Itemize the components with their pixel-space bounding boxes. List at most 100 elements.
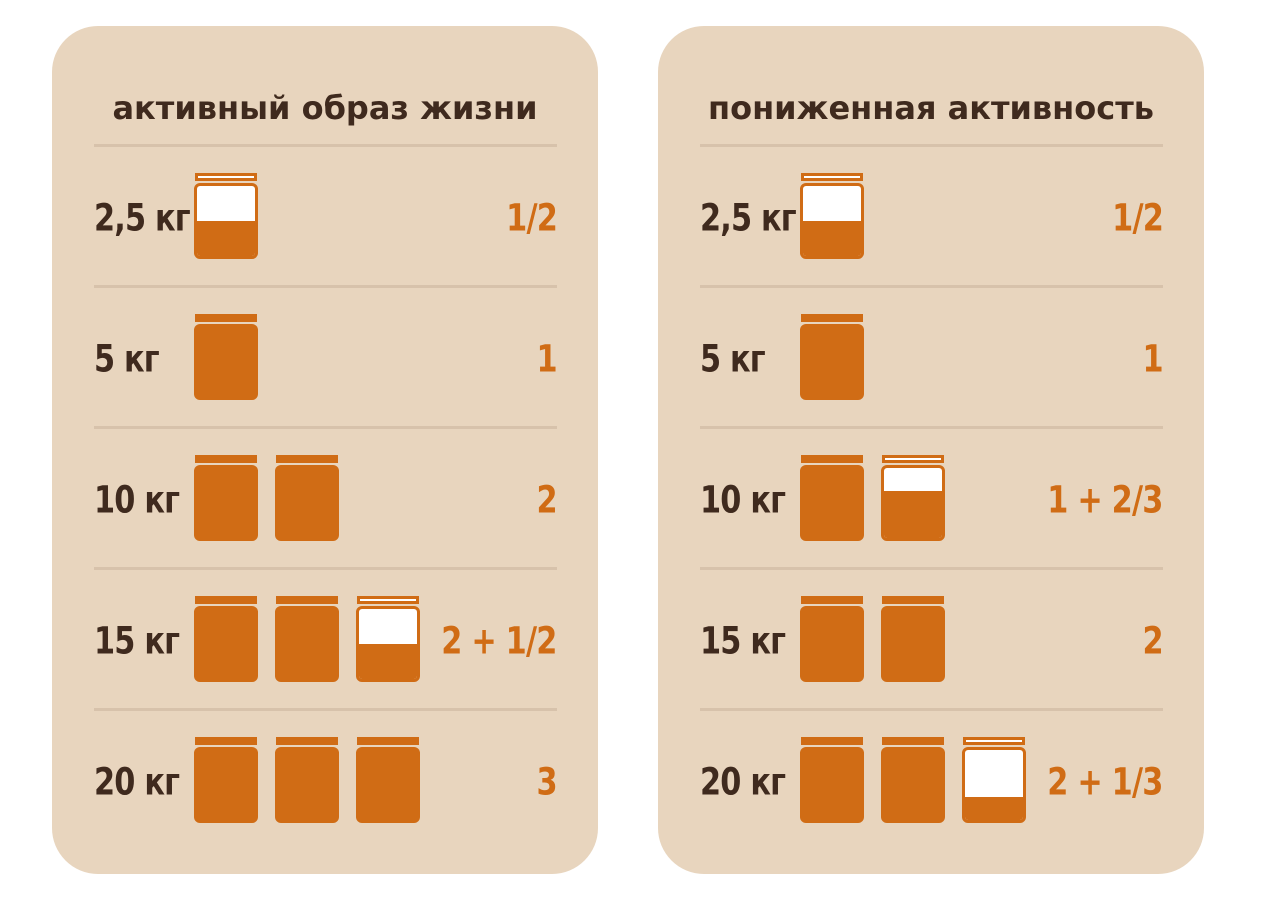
- portion-label: 1 + 2/3: [1047, 478, 1164, 521]
- portion-label: 1: [1142, 337, 1164, 380]
- jar-lid: [195, 314, 257, 322]
- jar-body: [194, 324, 258, 400]
- jar-body: [194, 606, 258, 682]
- card-active-lifestyle: активный образ жизни 2,5 кг 1/2 5 кг 1 10 кг…: [52, 26, 598, 874]
- portion-label: 3: [536, 760, 558, 803]
- weight-label: 20 кг: [94, 760, 180, 803]
- weight-label: 5 кг: [700, 337, 766, 380]
- weight-label: 2,5 кг: [700, 196, 797, 239]
- weight-label: 15 кг: [94, 619, 180, 662]
- row-divider: [700, 285, 1163, 288]
- jar-body: [800, 747, 864, 823]
- weight-label: 15 кг: [700, 619, 786, 662]
- jar-icon: [356, 737, 420, 823]
- jar-icon: [194, 314, 258, 400]
- jar-lid: [276, 455, 338, 463]
- jar-body: [800, 465, 864, 541]
- jar-lid: [195, 455, 257, 463]
- weight-label: 10 кг: [94, 478, 180, 521]
- jar-lid: [276, 737, 338, 745]
- jar-body: [356, 606, 420, 682]
- jar-lid: [801, 173, 863, 181]
- jar-body: [881, 747, 945, 823]
- jar-lid: [801, 314, 863, 322]
- jar-icon: [962, 737, 1026, 823]
- portion-row: 20 кг 2 + 1/3: [700, 711, 1164, 852]
- jar-lid: [801, 455, 863, 463]
- jar-icon: [275, 596, 339, 682]
- jar-icon: [194, 173, 258, 259]
- jar-icon: [800, 596, 864, 682]
- jar-lid: [195, 737, 257, 745]
- jar-icon: [881, 455, 945, 541]
- jar-icon: [800, 314, 864, 400]
- jar-icon: [275, 737, 339, 823]
- weight-label: 20 кг: [700, 760, 786, 803]
- weight-label: 2,5 кг: [94, 196, 191, 239]
- jar-fill: [359, 644, 417, 679]
- jar-fill: [965, 796, 1023, 820]
- jar-lid: [801, 596, 863, 604]
- jar-lid: [357, 737, 419, 745]
- row-divider: [94, 567, 557, 570]
- jar-lid: [801, 737, 863, 745]
- row-divider: [94, 708, 557, 711]
- card-reduced-activity: пониженная активность 2,5 кг 1/2 5 кг 1 10 к…: [658, 26, 1204, 874]
- card-title: пониженная активность: [707, 89, 1155, 127]
- jar-lid: [276, 596, 338, 604]
- jar-body: [800, 324, 864, 400]
- jar-body: [275, 465, 339, 541]
- jar-body: [275, 747, 339, 823]
- portion-row: 10 кг 2: [94, 429, 558, 570]
- jar-icon: [800, 737, 864, 823]
- jar-body: [275, 606, 339, 682]
- portion-label: 1: [536, 337, 558, 380]
- portion-label: 2: [1142, 619, 1164, 662]
- jar-lid: [963, 737, 1025, 745]
- portion-label: 2 + 1/3: [1047, 760, 1164, 803]
- row-divider: [700, 426, 1163, 429]
- jar-body: [881, 606, 945, 682]
- weight-label: 10 кг: [700, 478, 786, 521]
- jar-lid: [357, 596, 419, 604]
- row-divider: [700, 708, 1163, 711]
- portion-row: 2,5 кг 1/2: [94, 147, 558, 288]
- portion-label: 1/2: [506, 196, 558, 239]
- jar-icon: [194, 596, 258, 682]
- portion-label: 2 + 1/2: [441, 619, 558, 662]
- portion-label: 1/2: [1112, 196, 1164, 239]
- jar-lid: [195, 173, 257, 181]
- jar-icon: [881, 596, 945, 682]
- jar-icon: [275, 455, 339, 541]
- jar-fill: [803, 221, 861, 256]
- row-divider: [700, 567, 1163, 570]
- portion-row: 20 кг 3: [94, 711, 558, 852]
- jar-fill: [884, 491, 942, 538]
- jar-lid: [882, 737, 944, 745]
- row-divider: [94, 285, 557, 288]
- portion-row: 2,5 кг 1/2: [700, 147, 1164, 288]
- portion-row: 5 кг 1: [700, 288, 1164, 429]
- weight-label: 5 кг: [94, 337, 160, 380]
- jar-body: [194, 183, 258, 259]
- portion-row: 15 кг 2: [700, 570, 1164, 711]
- row-divider: [700, 144, 1163, 147]
- jar-body: [194, 465, 258, 541]
- jar-icon: [800, 173, 864, 259]
- jar-lid: [882, 455, 944, 463]
- jar-fill: [197, 221, 255, 256]
- portion-row: 15 кг 2 + 1/2: [94, 570, 558, 711]
- card-title: активный образ жизни: [112, 89, 538, 127]
- jar-icon: [194, 737, 258, 823]
- jar-icon: [356, 596, 420, 682]
- portion-row: 5 кг 1: [94, 288, 558, 429]
- row-divider: [94, 426, 557, 429]
- jar-lid: [195, 596, 257, 604]
- jar-body: [881, 465, 945, 541]
- jar-body: [356, 747, 420, 823]
- jar-body: [194, 747, 258, 823]
- portion-row: 10 кг 1 + 2/3: [700, 429, 1164, 570]
- row-divider: [94, 144, 557, 147]
- portion-label: 2: [536, 478, 558, 521]
- jar-icon: [881, 737, 945, 823]
